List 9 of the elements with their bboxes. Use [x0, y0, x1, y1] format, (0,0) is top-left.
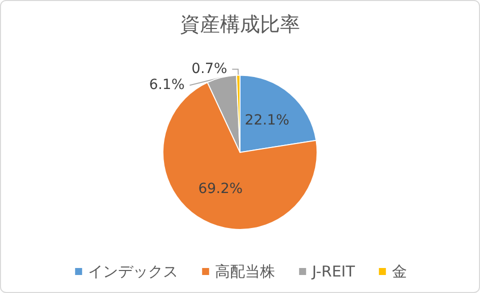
- data-label: 6.1%: [149, 77, 185, 94]
- legend-label: J-REIT: [311, 262, 356, 280]
- data-label: 22.1%: [244, 112, 290, 129]
- chart-title: 資産構成比率: [180, 12, 300, 36]
- legend-label: 金: [392, 262, 407, 280]
- legend-label: 高配当株: [215, 262, 276, 280]
- data-label: 0.7%: [192, 61, 228, 78]
- legend-label: インデックス: [88, 262, 178, 280]
- data-label: 69.2%: [198, 180, 243, 197]
